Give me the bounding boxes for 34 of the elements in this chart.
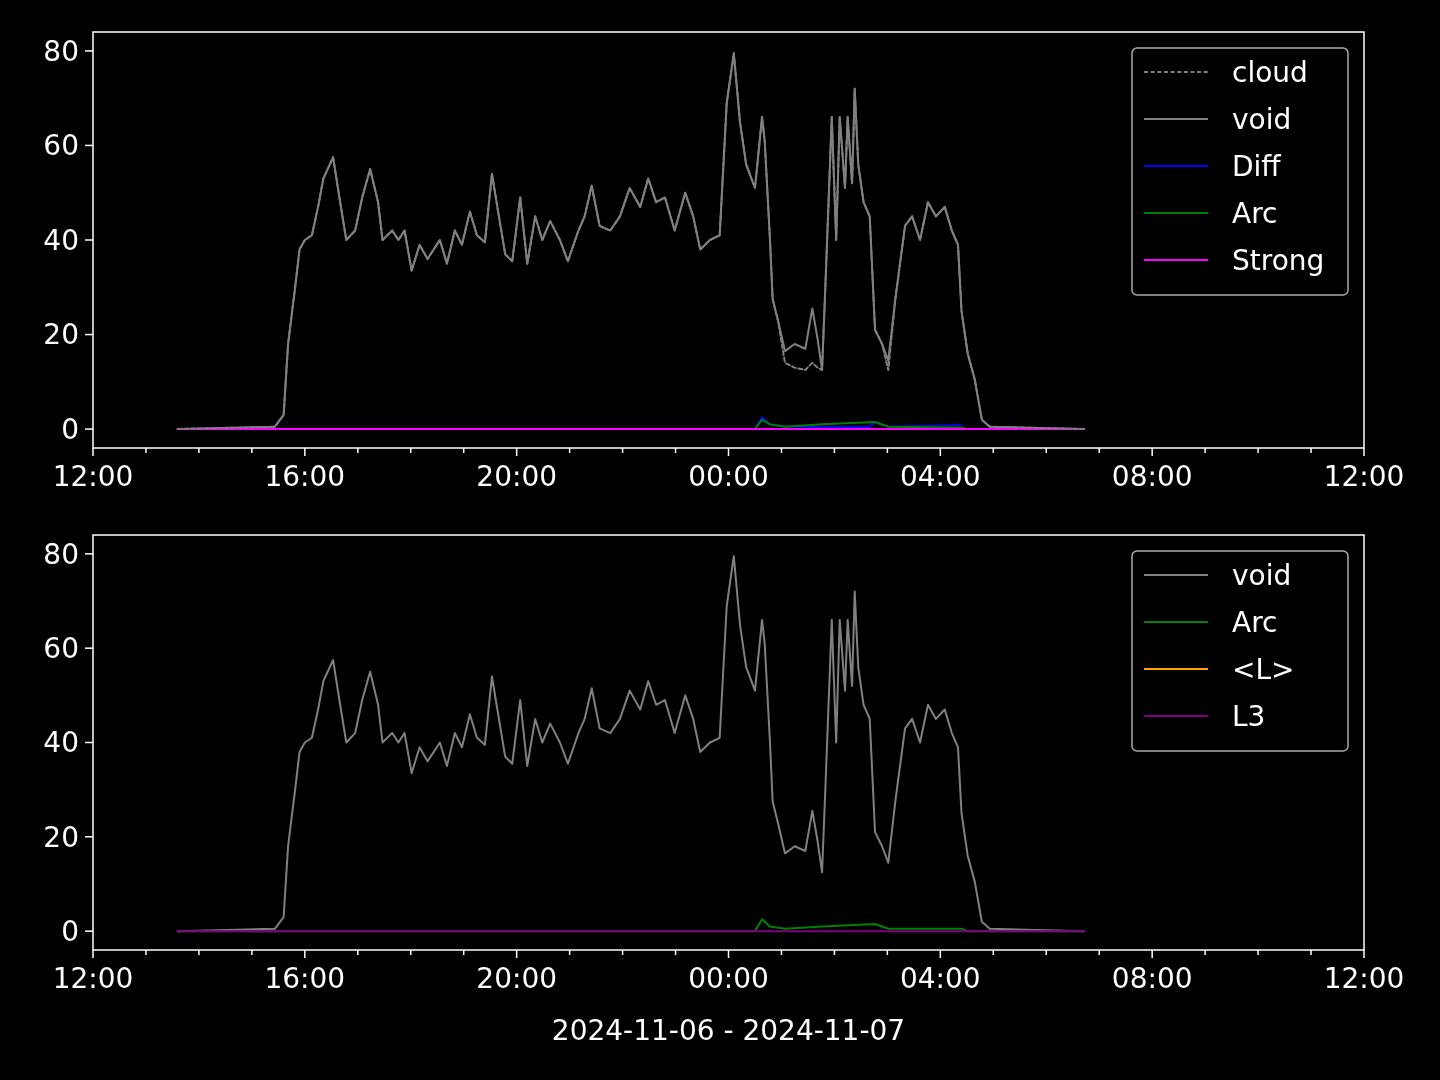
legend-label: <L> [1232, 652, 1295, 686]
x-tick-label: 20:00 [476, 962, 558, 995]
legend-label: Strong [1232, 243, 1325, 277]
x-tick-label: 00:00 [688, 460, 769, 493]
legend-label: cloud [1232, 55, 1308, 89]
legend-label: void [1232, 102, 1292, 136]
x-tick-label: 08:00 [1111, 460, 1193, 493]
x-tick-label: 12:00 [1323, 460, 1405, 493]
legend-label: Arc [1232, 196, 1278, 230]
legend-label: void [1232, 558, 1292, 592]
legend-label: Diff [1232, 149, 1282, 183]
x-tick-label: 16:00 [264, 460, 346, 493]
y-tick-label: 60 [43, 631, 79, 665]
y-tick-label: 20 [43, 318, 79, 352]
y-tick-label: 20 [43, 820, 79, 854]
y-tick-label: 0 [61, 914, 79, 948]
y-tick-label: 60 [43, 129, 79, 163]
y-tick-label: 80 [43, 537, 79, 571]
x-axis-title: 2024-11-06 - 2024-11-07 [551, 1014, 906, 1047]
x-tick-label: 04:00 [899, 460, 981, 493]
y-tick-label: 40 [43, 223, 79, 257]
y-tick-label: 0 [61, 412, 79, 446]
y-tick-label: 80 [43, 34, 79, 68]
x-tick-label: 12:00 [52, 460, 134, 493]
x-tick-label: 12:00 [1323, 962, 1405, 995]
legend-label: L3 [1232, 699, 1266, 733]
x-tick-label: 16:00 [264, 962, 346, 995]
x-tick-label: 04:00 [899, 962, 981, 995]
legend-label: Arc [1232, 605, 1278, 639]
x-tick-label: 00:00 [688, 962, 769, 995]
y-tick-label: 40 [43, 726, 79, 760]
x-tick-label: 08:00 [1111, 962, 1193, 995]
x-tick-label: 20:00 [476, 460, 558, 493]
x-tick-label: 12:00 [52, 962, 134, 995]
